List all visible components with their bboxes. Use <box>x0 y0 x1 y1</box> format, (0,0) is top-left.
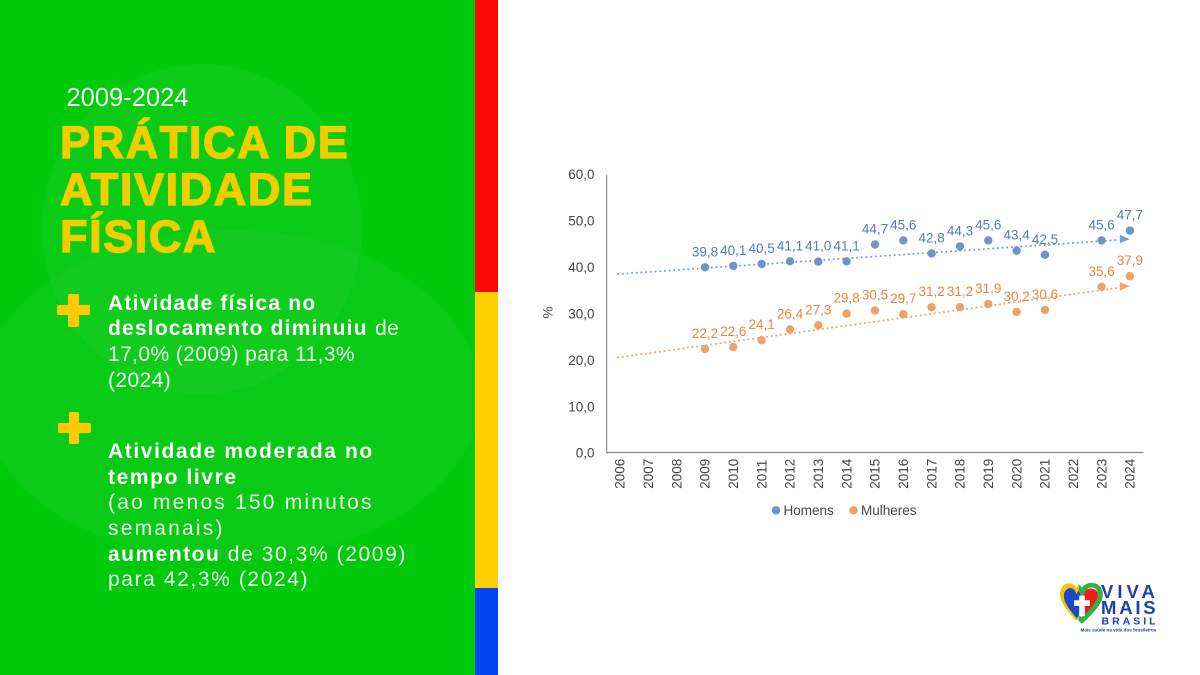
svg-text:31,2: 31,2 <box>918 284 944 299</box>
svg-text:MAIS: MAIS <box>1101 597 1158 618</box>
svg-text:22,6: 22,6 <box>720 324 746 339</box>
svg-text:24,1: 24,1 <box>748 317 774 332</box>
svg-text:27,3: 27,3 <box>805 302 831 317</box>
svg-text:40,0: 40,0 <box>568 260 594 275</box>
svg-text:37,9: 37,9 <box>1117 253 1143 268</box>
svg-text:BRASIL: BRASIL <box>1102 616 1159 628</box>
svg-text:29,8: 29,8 <box>833 291 859 306</box>
svg-text:45,6: 45,6 <box>975 217 1001 232</box>
svg-text:42,8: 42,8 <box>918 230 944 245</box>
svg-text:31,2: 31,2 <box>947 284 973 299</box>
svg-text:2015: 2015 <box>868 459 883 489</box>
svg-text:0,0: 0,0 <box>576 446 595 461</box>
svg-text:Mulheres: Mulheres <box>861 503 917 518</box>
svg-text:50,0: 50,0 <box>568 214 594 229</box>
svg-text:2010: 2010 <box>726 459 741 489</box>
svg-text:2016: 2016 <box>896 459 911 489</box>
svg-text:42,5: 42,5 <box>1032 232 1058 247</box>
svg-text:2024: 2024 <box>1123 458 1138 489</box>
svg-text:41,0: 41,0 <box>805 239 831 254</box>
svg-text:2012: 2012 <box>783 459 798 489</box>
svg-text:2007: 2007 <box>641 459 656 489</box>
svg-text:2018: 2018 <box>953 459 968 489</box>
svg-text:44,3: 44,3 <box>947 223 973 238</box>
svg-text:2017: 2017 <box>924 459 939 489</box>
svg-text:40,5: 40,5 <box>748 241 774 256</box>
svg-text:2019: 2019 <box>981 459 996 489</box>
svg-text:VIVA: VIVA <box>1101 581 1159 602</box>
svg-text:47,7: 47,7 <box>1117 208 1143 223</box>
svg-text:2023: 2023 <box>1094 459 1109 489</box>
svg-text:44,7: 44,7 <box>862 222 888 237</box>
svg-text:2013: 2013 <box>811 459 826 489</box>
svg-text:45,6: 45,6 <box>890 217 916 232</box>
svg-text:2006: 2006 <box>613 459 628 489</box>
svg-text:2014: 2014 <box>839 458 854 489</box>
svg-text:22,2: 22,2 <box>692 326 718 341</box>
svg-text:30,2: 30,2 <box>1003 289 1029 304</box>
svg-text:26,4: 26,4 <box>777 307 804 322</box>
svg-text:39,8: 39,8 <box>692 244 718 259</box>
svg-text:Homens: Homens <box>784 503 835 518</box>
svg-text:60,0: 60,0 <box>568 167 594 182</box>
svg-text:%: % <box>541 306 556 318</box>
svg-text:41,1: 41,1 <box>833 238 859 253</box>
svg-text:30,5: 30,5 <box>862 288 888 303</box>
svg-text:2011: 2011 <box>754 460 769 489</box>
svg-text:2021: 2021 <box>1038 459 1053 489</box>
svg-text:45,6: 45,6 <box>1088 217 1114 232</box>
svg-text:2022: 2022 <box>1066 459 1081 489</box>
svg-text:30,6: 30,6 <box>1032 287 1058 302</box>
svg-text:2009: 2009 <box>698 459 713 489</box>
svg-text:2020: 2020 <box>1009 459 1024 489</box>
svg-text:10,0: 10,0 <box>568 399 594 414</box>
svg-text:Mais saúde na vida dos brasile: Mais saúde na vida dos brasileiros <box>1081 627 1157 632</box>
svg-text:43,4: 43,4 <box>1003 228 1030 243</box>
svg-text:20,0: 20,0 <box>568 353 594 368</box>
svg-text:2008: 2008 <box>669 459 684 489</box>
svg-text:31,9: 31,9 <box>975 281 1001 296</box>
svg-text:29,7: 29,7 <box>890 291 916 306</box>
svg-text:35,6: 35,6 <box>1088 264 1114 279</box>
svg-text:41,1: 41,1 <box>777 238 803 253</box>
svg-text:30,0: 30,0 <box>568 306 594 321</box>
svg-text:40,1: 40,1 <box>720 243 746 258</box>
